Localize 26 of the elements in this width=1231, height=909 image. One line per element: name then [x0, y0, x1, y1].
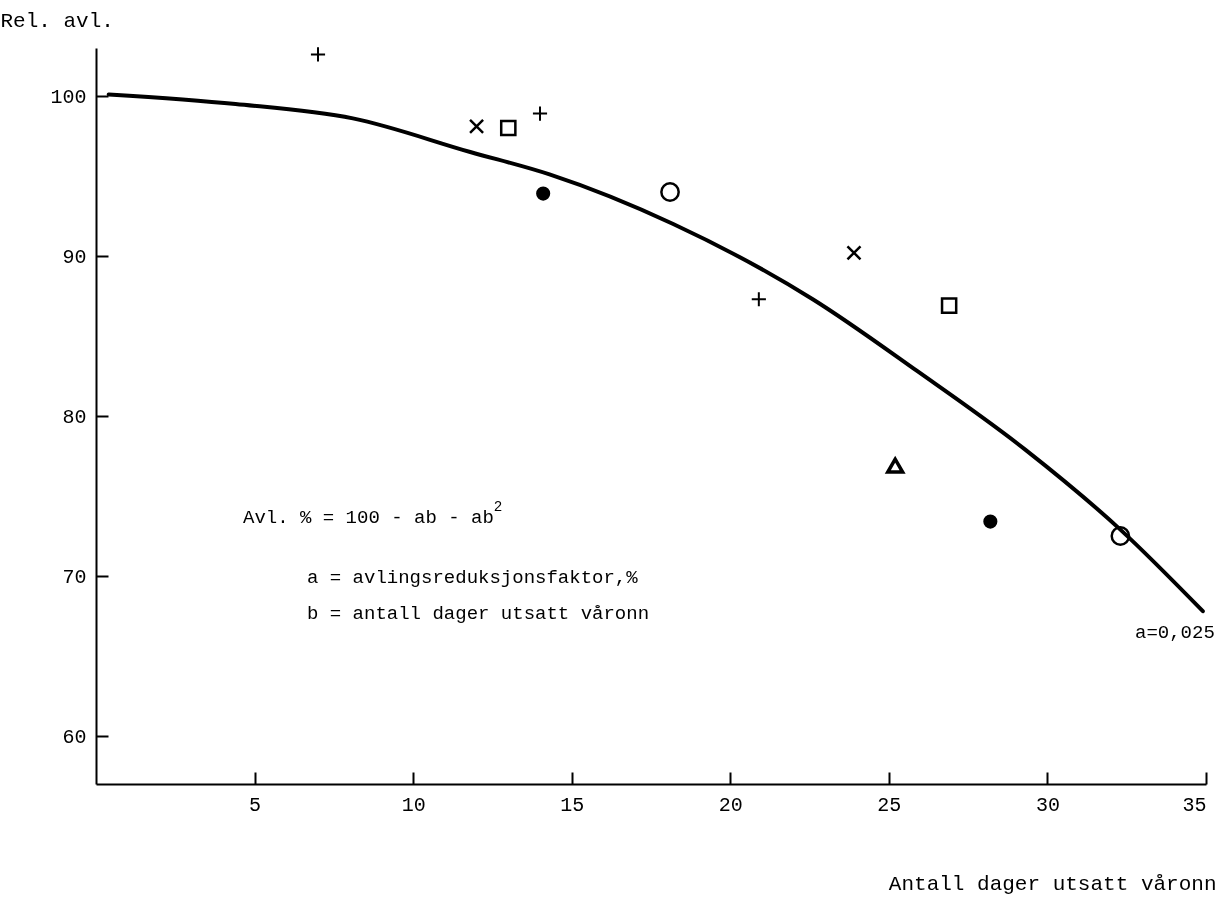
annotation: a=0,025	[1135, 622, 1215, 645]
annotation: b = antall dager utsatt våronn	[307, 603, 650, 625]
point	[886, 457, 905, 474]
point	[1110, 526, 1131, 546]
x-tick-label: 35	[1182, 793, 1207, 817]
point	[940, 297, 958, 314]
point	[536, 186, 551, 201]
y-tick-label: 90	[62, 245, 87, 269]
point	[468, 118, 485, 135]
annotation: a = avlingsreduksjonsfaktor,%	[307, 567, 639, 589]
y-axis-title: Rel. avl.	[0, 9, 114, 33]
x-tick-label: 15	[560, 793, 585, 817]
y-tick-label: 60	[62, 725, 87, 749]
point	[983, 514, 998, 529]
point	[846, 245, 862, 261]
y-tick-label: 80	[62, 405, 87, 429]
x-tick-label: 5	[249, 793, 262, 817]
x-axis-title: Antall dager utsatt våronn	[888, 872, 1217, 896]
x-tick-label: 30	[1035, 793, 1060, 817]
point	[660, 182, 680, 202]
x-tick-label: 25	[877, 793, 902, 817]
x-tick-label: 10	[401, 793, 426, 817]
y-tick-label: 70	[62, 565, 87, 589]
x-tick-label: 20	[718, 793, 743, 817]
point	[499, 119, 517, 137]
y-tick-label: 100	[50, 85, 87, 109]
